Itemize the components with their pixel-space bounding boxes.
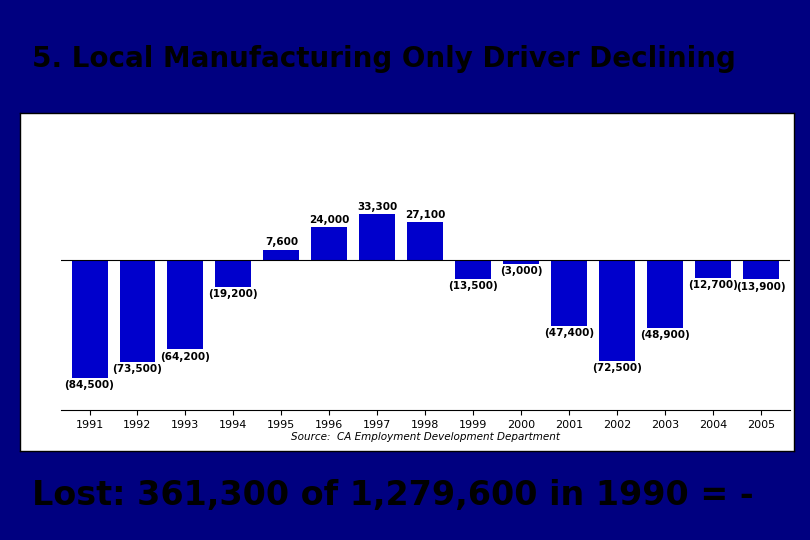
Bar — [647, 260, 683, 328]
Text: 33,300: 33,300 — [357, 202, 398, 212]
Bar — [503, 260, 539, 264]
Text: (47,400): (47,400) — [544, 328, 595, 338]
Text: Lost: 361,300 of 1,279,600 in 1990 = -: Lost: 361,300 of 1,279,600 in 1990 = - — [32, 479, 754, 512]
Bar — [71, 260, 108, 377]
Text: 5. Local Manufacturing Only Driver Declining: 5. Local Manufacturing Only Driver Decli… — [32, 45, 736, 73]
Text: Exhibit 4.-Manufacturing Employment Change: Exhibit 4.-Manufacturing Employment Chan… — [219, 128, 526, 141]
Text: Southern California, 1990-2005: Southern California, 1990-2005 — [268, 151, 477, 164]
Bar — [407, 222, 443, 260]
Bar — [215, 260, 251, 287]
Bar — [551, 260, 587, 326]
Bar — [695, 260, 731, 278]
Text: (72,500): (72,500) — [592, 363, 642, 373]
Bar — [311, 227, 347, 260]
Bar — [599, 260, 635, 361]
Text: 7,600: 7,600 — [265, 238, 298, 247]
Bar — [743, 260, 779, 280]
Text: (3,000): (3,000) — [500, 266, 543, 276]
Text: (13,500): (13,500) — [449, 281, 498, 291]
Text: 24,000: 24,000 — [309, 214, 350, 225]
Text: (13,900): (13,900) — [736, 281, 786, 292]
Text: (19,200): (19,200) — [209, 289, 258, 299]
Text: (84,500): (84,500) — [65, 380, 114, 390]
Bar — [263, 249, 300, 260]
Bar — [120, 260, 156, 362]
Text: (64,200): (64,200) — [160, 352, 211, 362]
Bar — [168, 260, 203, 349]
Text: (73,500): (73,500) — [113, 364, 163, 374]
Text: 27,100: 27,100 — [405, 211, 446, 220]
Text: Source:  CA Employment Development Department: Source: CA Employment Development Depart… — [291, 432, 560, 442]
Text: (48,900): (48,900) — [640, 330, 690, 340]
Text: (12,700): (12,700) — [688, 280, 738, 290]
Bar — [360, 214, 395, 260]
Bar — [455, 260, 491, 279]
